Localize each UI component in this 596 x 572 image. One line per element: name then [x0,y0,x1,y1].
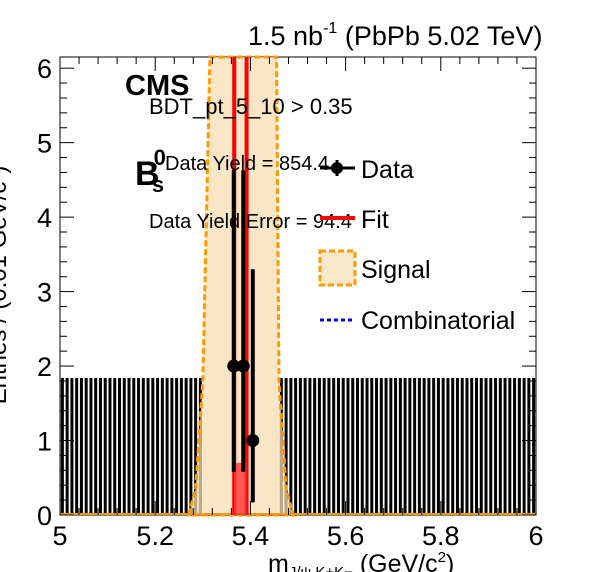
fit-low-block [234,462,247,515]
plot-frame [59,56,537,516]
x-tick-label: 5 [52,521,67,551]
x-axis-title: mJ/ψ K+K− (GeV/c2) [268,549,454,572]
y-tick-label: 3 [37,278,52,308]
y-tick-label: 1 [37,427,52,457]
x-tick-label: 5.2 [136,521,174,551]
y-tick-label: 2 [37,352,52,382]
zero-bin-error-bars [60,377,536,515]
y-tick-label: 6 [37,54,52,84]
x-axis-ticks: 5 5.2 5.4 5.6 5.8 6 [52,57,544,551]
x-tick-label: 6 [528,521,543,551]
x-tick-label: 5.6 [327,521,365,551]
data-points [227,170,260,503]
y-tick-label: 0 [37,501,52,531]
legend-item-fit: Fit [320,206,389,234]
y-axis-ticks: 0 1 2 3 4 5 6 [37,54,536,531]
yield-label: Data Yield = 854.4 [165,153,329,175]
y-tick-label: 5 [37,129,52,159]
signal-fill [186,55,296,517]
legend-label-combinatorial: Combinatorial [361,307,515,335]
x-tick-label: 5.8 [422,521,460,551]
legend-item-data: Data [320,156,414,184]
y-tick-label: 4 [37,203,52,233]
legend-label-data: Data [361,156,414,184]
legend-item-combinatorial: Combinatorial [320,307,515,335]
legend-label-fit: Fit [361,206,389,234]
yield-error-label: Data Yield Error = 94.4 [149,211,352,233]
lumi-label: 1.5 nb-1 (PbPb 5.02 TeV) [248,20,542,51]
particle-label: B0 s [135,145,166,197]
y-axis-title: Entries / (0.01 GeV/c²) [0,166,12,405]
legend-label-signal: Signal [361,256,431,284]
legend-item-signal: Signal [318,249,431,287]
signal-shape [60,55,536,517]
data-point [246,434,260,448]
legend: Data Fit Signal Combinatorial [318,156,515,335]
cms-label: CMS [125,70,189,102]
cut-label: BDT_pt_5_10 > 0.35 [149,94,353,119]
x-tick-label: 5.4 [232,521,270,551]
data-point [236,359,250,373]
data-point [227,359,241,373]
